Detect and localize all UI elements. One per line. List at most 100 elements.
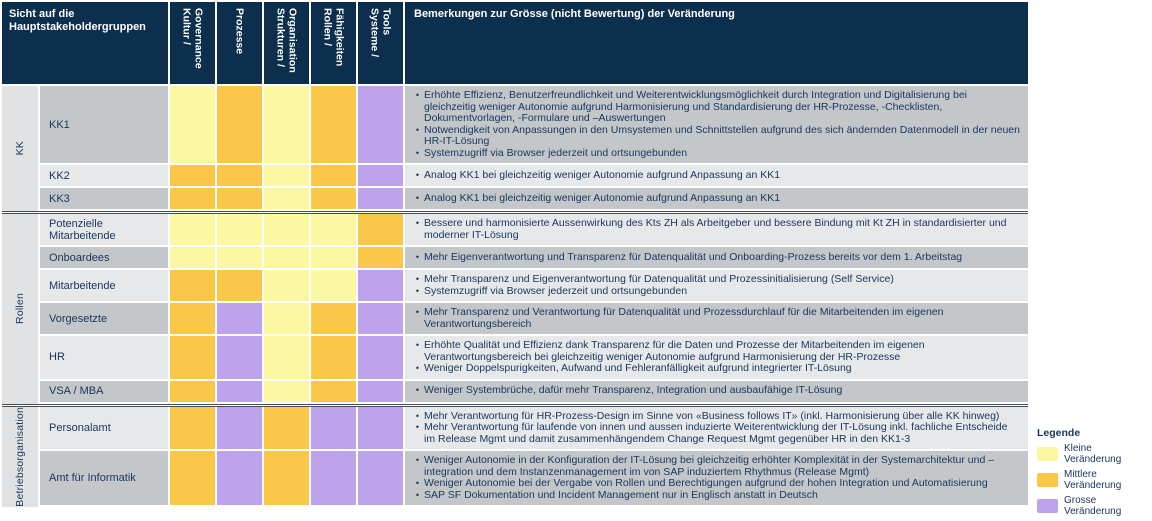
matrix-cell <box>217 214 262 245</box>
row-group-rows: Potenzielle Mitarbeitende • Bessere und ha… <box>40 214 1028 404</box>
matrix-cell <box>170 247 215 268</box>
remarks-cell: • Weniger Systembrüche, dafür mehr Transp… <box>405 380 1028 402</box>
change-impact-matrix: Sicht auf die Hauptstakeholdergruppen Ku… <box>2 2 1028 507</box>
matrix-cell <box>217 270 262 301</box>
table-row: KK3 • Analog KK1 bei gleichzeitig weniger … <box>40 188 1028 209</box>
matrix-cell <box>217 165 262 186</box>
matrix-cell <box>170 188 215 209</box>
remarks-cell: • Analog KK1 bei gleichzeitig weniger Aut… <box>405 188 1028 209</box>
legend-swatch-gross <box>1037 499 1058 513</box>
column-header-label: Prozesse <box>233 8 246 55</box>
row-label: Amt für Informatik <box>40 451 168 505</box>
row-group: Betriebsorganisation Personalamt • Mehr Ver… <box>2 403 1028 507</box>
table-row: KK2 • Analog KK1 bei gleichzeitig weniger … <box>40 165 1028 186</box>
remarks-header-cell: Bemerkungen zur Grösse (nicht Bewertung)… <box>405 2 1028 84</box>
matrix-cell <box>264 247 309 268</box>
table-row: Personalamt • Mehr Verantwortung für HR-Pr… <box>40 406 1028 449</box>
remark-text: Notwendigkeit von Anpassungen in den Ums… <box>424 123 1020 147</box>
remark-text: Systemzugriff via Browser jederzeit und … <box>424 146 688 159</box>
matrix-cell <box>170 165 215 186</box>
legend-item: Kleine Veränderung <box>1037 443 1149 465</box>
remark-item: • Mehr Transparenz und Verantwortung für … <box>411 306 1020 330</box>
remark-text: Mehr Transparenz und Verantwortung für D… <box>424 306 944 330</box>
remarks-cell: • Mehr Transparenz und Eigenverantwortung… <box>405 270 1028 301</box>
remarks-cell: • Erhöhte Qualität und Effizienz dank Tra… <box>405 336 1028 379</box>
bullet-icon: • <box>415 274 420 284</box>
remark-text: Bessere und harmonisierte Aussenwirkung … <box>424 217 1007 241</box>
legend-label: Mittlere Veränderung <box>1064 469 1122 491</box>
bullet-icon: • <box>415 124 420 135</box>
remark-item: • Analog KK1 bei gleichzeitig weniger Aut… <box>411 169 1020 182</box>
bullet-icon: • <box>415 455 420 465</box>
matrix-cell <box>264 214 309 245</box>
row-label: Mitarbeitende <box>40 270 168 301</box>
matrix-cell <box>170 86 215 163</box>
remarks-cell: • Weniger Autonomie in der Konfiguration … <box>405 451 1028 505</box>
row-label: HR <box>40 336 168 379</box>
row-group-label: KK <box>14 141 26 156</box>
matrix-cell <box>358 270 403 301</box>
column-header-cell: Prozesse <box>217 2 262 84</box>
legend-item: Mittlere Veränderung <box>1037 469 1149 491</box>
bullet-icon: • <box>415 385 420 396</box>
remark-item: • Weniger Systembrüche, dafür mehr Transp… <box>411 385 1020 397</box>
row-group-rows: KK1 • Erhöhte Effizienz, Benutzerfreundlic… <box>40 86 1028 211</box>
matrix-cell <box>170 270 215 301</box>
matrix-cell <box>264 188 309 209</box>
matrix-cell <box>264 451 309 505</box>
legend-swatch-mittel <box>1037 473 1058 487</box>
matrix-cell <box>264 270 309 301</box>
matrix-cell <box>311 336 356 379</box>
matrix-cell <box>217 188 262 209</box>
matrix-cell <box>170 406 215 449</box>
row-group-label-cell: Betriebsorganisation <box>2 406 38 507</box>
table-row: KK1 • Erhöhte Effizienz, Benutzerfreundlic… <box>40 86 1028 163</box>
remark-item: • Weniger Autonomie in der Konfiguration … <box>411 454 1020 478</box>
remark-text: Mehr Eigenverantwortung und Transparenz … <box>424 250 963 263</box>
row-group: KK KK1 • Erhöhte Effizienz, Benutzerfreundl… <box>2 86 1028 211</box>
matrix-cell <box>170 214 215 245</box>
remark-item: • Systemzugriff via Browser jederzeit und… <box>411 146 1020 160</box>
matrix-cell <box>358 214 403 245</box>
remark-item: • Weniger Doppelspurigkeiten, Aufwand und… <box>411 362 1020 375</box>
matrix-cell <box>264 165 309 186</box>
table-row: Vorgesetzte • Mehr Transparenz und Verantw… <box>40 303 1028 334</box>
remark-text: Mehr Verantwortung für laufende von inne… <box>424 421 1008 445</box>
remark-text: Analog KK1 bei gleichzeitig weniger Auto… <box>424 191 781 204</box>
matrix-cell <box>311 451 356 505</box>
bullet-icon: • <box>415 489 420 500</box>
row-label: Potenzielle Mitarbeitende <box>40 214 168 245</box>
remark-item: • Erhöhte Qualität und Effizienz dank Tra… <box>411 339 1020 363</box>
column-header-label: Systeme / Tools <box>368 8 393 58</box>
table-row: Potenzielle Mitarbeitende • Bessere und ha… <box>40 214 1028 245</box>
remark-text: Weniger Autonomie in der Konfiguration d… <box>424 454 995 478</box>
dimension-header-group: Kultur / Governance Prozesse Strukturen / … <box>170 2 405 84</box>
row-label: Onboardees <box>40 247 168 268</box>
bullet-icon: • <box>415 422 420 432</box>
matrix-cell <box>217 451 262 505</box>
legend-label: Grosse Veränderung <box>1064 495 1122 517</box>
row-group-label-cell: KK <box>2 86 38 211</box>
matrix-cell <box>311 86 356 163</box>
remark-item: • Weniger Autonomie bei der Vergabe von R… <box>411 477 1020 490</box>
matrix-cell <box>264 380 309 402</box>
bullet-icon: • <box>415 340 420 350</box>
matrix-cell <box>217 406 262 449</box>
legend-items: Kleine Veränderung Mittlere Veränderung Gr… <box>1037 443 1149 517</box>
matrix-cell <box>217 303 262 334</box>
matrix-cell <box>311 214 356 245</box>
row-label: VSA / MBA <box>40 380 168 402</box>
matrix-cell <box>170 380 215 402</box>
matrix-cell <box>311 270 356 301</box>
matrix-cell <box>264 303 309 334</box>
remarks-cell: • Bessere und harmonisierte Aussenwirkung… <box>405 214 1028 245</box>
bullet-icon: • <box>415 169 420 180</box>
column-header-cell: Rollen / Fähigkeiten <box>311 2 356 84</box>
bullet-icon: • <box>415 410 420 421</box>
remark-item: • SAP SF Dokumentation und Incident Manag… <box>411 489 1020 502</box>
slide-canvas: Sicht auf die Hauptstakeholdergruppen Ku… <box>2 2 1121 517</box>
matrix-cell <box>217 247 262 268</box>
matrix-cell <box>311 406 356 449</box>
matrix-cell <box>311 303 356 334</box>
matrix-cell <box>170 336 215 379</box>
